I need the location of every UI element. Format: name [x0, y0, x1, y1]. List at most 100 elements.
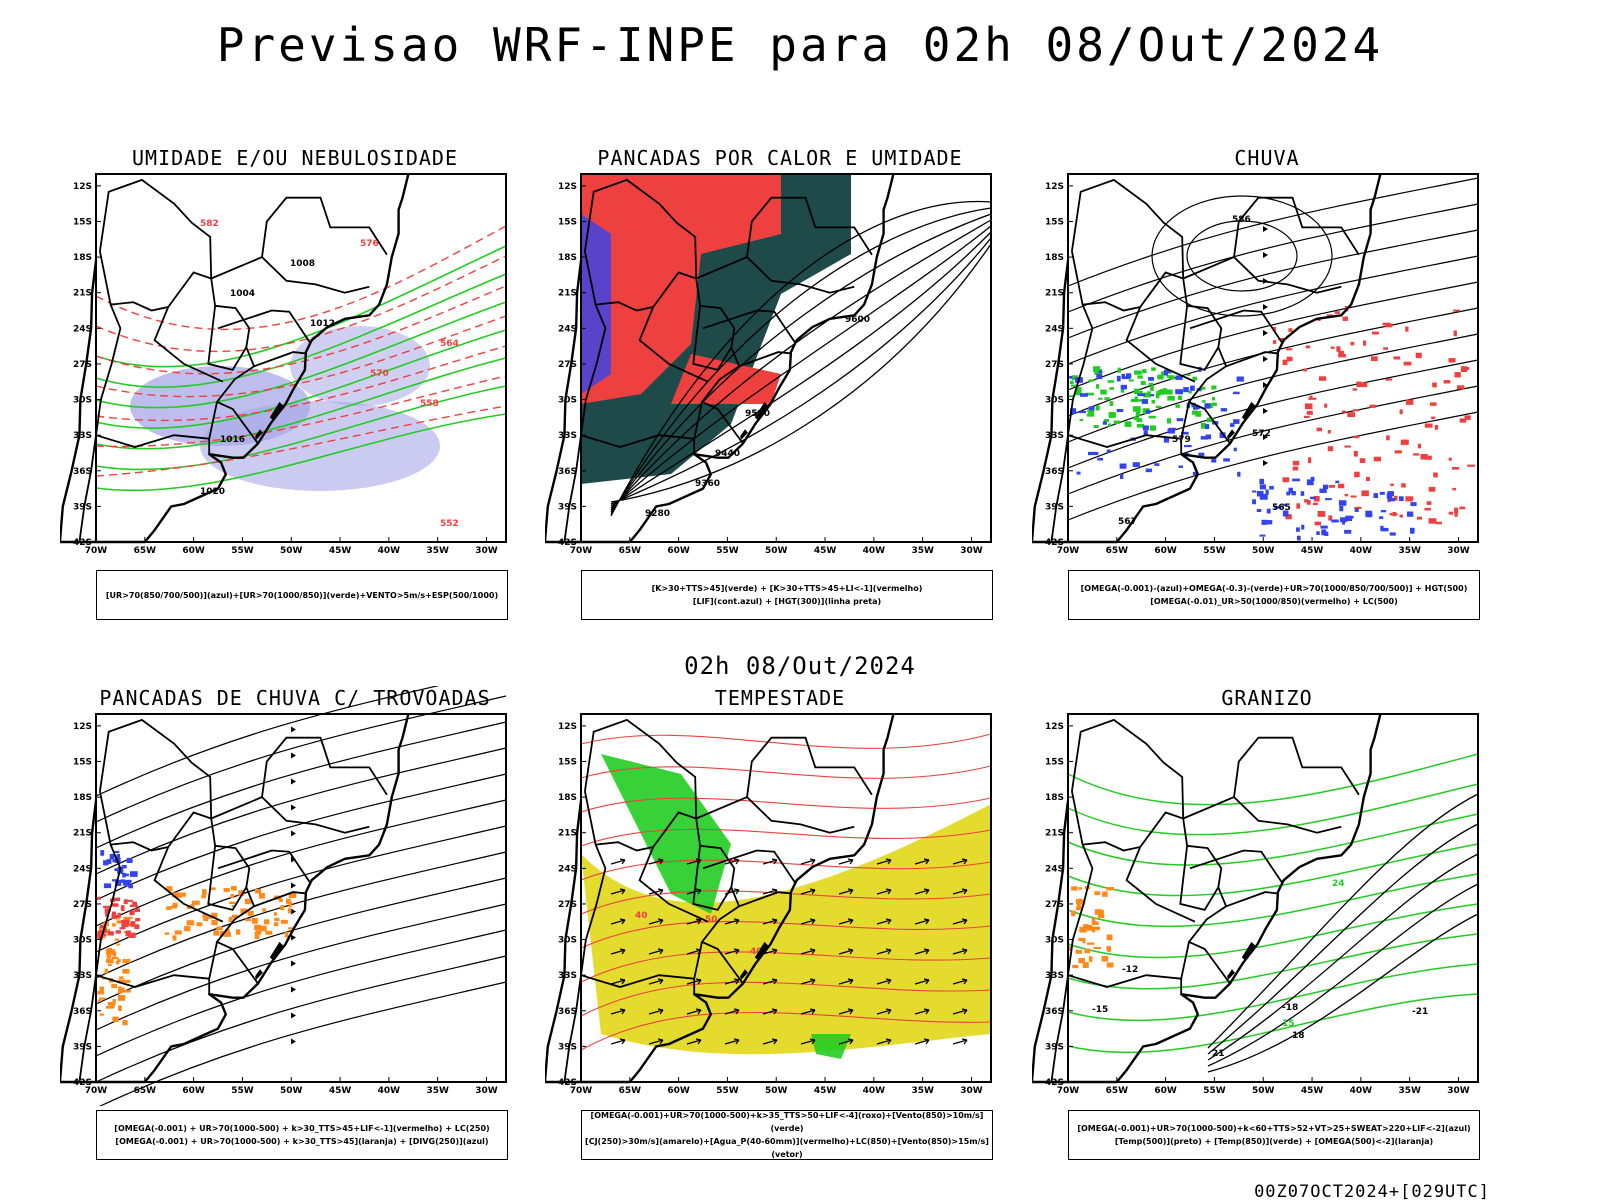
- wind-vector-arrow: [800, 858, 816, 865]
- precip-cell: [106, 958, 114, 964]
- precip-cell: [100, 850, 105, 856]
- lon-label: 70W: [1057, 546, 1080, 556]
- streamline: [1067, 411, 1479, 521]
- streamline-arrow: [291, 752, 296, 759]
- coastline: [1032, 173, 1382, 544]
- precip-cell: [126, 857, 133, 863]
- precip-cell: [190, 904, 195, 907]
- precip-cell: [1321, 529, 1327, 536]
- precip-cell: [1108, 423, 1112, 427]
- precip-cell: [1156, 405, 1162, 409]
- map-granizo[interactable]: -12 -15 -18 -21 15 18 21 24 12S 15S 18S 21S 24S 27S 30…: [1032, 686, 1502, 1106]
- lat-label: 39S: [73, 502, 92, 512]
- precip-cell: [1425, 455, 1432, 460]
- wind-vector-arrow: [952, 918, 968, 925]
- lat-label: 12S: [1045, 182, 1064, 192]
- precip-cell: [1399, 409, 1403, 415]
- boundary-line: [1225, 351, 1277, 368]
- precip-cell: [1420, 454, 1428, 460]
- precip-cell: [1399, 496, 1404, 502]
- precip-cell: [1304, 403, 1313, 410]
- boundary-line: [110, 301, 169, 312]
- wind-850-green: [601, 754, 731, 914]
- panel-tempestade[interactable]: TEMPESTADE 40 50 40 12S 15S 18S 21S 24S 27S 30S 33…: [545, 686, 1015, 1176]
- lat-label: 18S: [73, 253, 92, 263]
- boundary-line: [253, 351, 305, 368]
- boundary-line: [95, 974, 210, 988]
- precip-cell: [255, 888, 262, 894]
- precip-cell: [1286, 491, 1291, 496]
- precip-cell: [116, 853, 120, 860]
- wind-vector-arrow: [876, 858, 892, 865]
- lon-label: 70W: [85, 546, 108, 556]
- thickness-contour-red: [95, 375, 507, 448]
- wind-vector-arrow: [762, 1038, 778, 1045]
- lon-label: 40W: [863, 546, 886, 556]
- wind-vector-arrow: [838, 978, 854, 985]
- panel-pancadas[interactable]: PANCADAS POR CALOR E UMIDADE 9280 9360 944…: [545, 146, 1015, 636]
- boundary-line: [153, 306, 224, 383]
- precip-cell: [112, 923, 116, 927]
- contour-label: -18: [1282, 1003, 1298, 1013]
- lon-label: 30W: [960, 1086, 983, 1096]
- lagoon-mirim: [255, 429, 263, 440]
- map-pancadas[interactable]: 9280936094409520960012S15S18S21S24S27S30…: [545, 146, 1015, 566]
- precip-cell: [115, 917, 120, 920]
- wind-vector-arrow: [952, 1008, 968, 1015]
- precip-cell: [1081, 927, 1085, 930]
- lat-label: 15S: [558, 217, 577, 227]
- precip-cell: [103, 883, 112, 889]
- precip-cell: [1282, 503, 1286, 506]
- panel-trovoadas[interactable]: PANCADAS DE CHUVA C/ TROVOADAS 12S 15S 18S…: [60, 686, 530, 1176]
- wind-vector-arrow: [610, 978, 626, 985]
- lat-label: 39S: [1045, 1042, 1064, 1052]
- wind-vector-arrow: [610, 858, 626, 865]
- panel-chuva[interactable]: CHUVA 586 579 572 567 565 12S 15S 18S 21S 24S 27S 3…: [1032, 146, 1502, 636]
- contour-label: 9360: [695, 479, 720, 489]
- boundary-line: [253, 891, 305, 908]
- precip-cell: [280, 905, 285, 911]
- map-tempestade[interactable]: 40 50 40 12S 15S 18S 21S 24S 27S 30S 33S 36S 39S 42S7…: [545, 686, 1015, 1106]
- height-contour: [610, 225, 992, 509]
- contour-label: 582: [200, 219, 219, 229]
- precip-cell: [1313, 496, 1320, 502]
- boundary-line: [695, 256, 855, 294]
- precip-cell: [1088, 409, 1095, 416]
- lagoon-patos: [269, 941, 285, 961]
- streamline-arrow: [1263, 434, 1268, 440]
- wind-vector-arrow: [800, 888, 816, 895]
- map-chuva[interactable]: 58657957256756512S15S18S21S24S27S30S33S3…: [1032, 146, 1502, 566]
- lat-label: 15S: [73, 217, 92, 227]
- precip-cell: [211, 912, 218, 917]
- lat-label: 18S: [1045, 253, 1064, 263]
- lon-label: 45W: [1301, 546, 1324, 556]
- precip-cell: [1347, 412, 1356, 418]
- precip-cell: [129, 871, 138, 877]
- wind-vector-arrow: [762, 948, 778, 955]
- lagoon-mirim: [255, 969, 263, 980]
- lon-label: 35W: [426, 546, 449, 556]
- precip-cell: [1142, 369, 1147, 374]
- panel-umidade[interactable]: UMIDADE E/OU NEBULOSIDADE 1004 1008 1012 10…: [60, 146, 530, 636]
- boundary-line: [1233, 196, 1360, 258]
- boundary-line: [1189, 849, 1284, 885]
- precip-cell: [172, 935, 177, 941]
- boundary-line: [1186, 844, 1231, 985]
- precip-cell: [1292, 466, 1299, 471]
- lon-label: 70W: [570, 546, 593, 556]
- precip-cell: [1079, 418, 1084, 422]
- precip-cell: [1345, 515, 1353, 522]
- precip-cell: [1309, 395, 1313, 400]
- precip-cell: [1334, 311, 1340, 314]
- boundary-line: [638, 306, 709, 383]
- contour-label: 9280: [645, 509, 670, 519]
- wind-vector-arrow: [724, 858, 740, 865]
- precip-cell: [1432, 382, 1437, 388]
- map-umidade[interactable]: 1004100810121016102055255856457057658212…: [60, 146, 530, 566]
- precip-cell: [1256, 490, 1264, 497]
- precip-cell: [122, 873, 129, 877]
- precip-cell: [1150, 385, 1154, 391]
- precip-cell: [120, 987, 125, 993]
- panel-granizo[interactable]: GRANIZO -12 -15 -18 -21 15 18 21 24 12S 15S 18S 21S…: [1032, 686, 1502, 1176]
